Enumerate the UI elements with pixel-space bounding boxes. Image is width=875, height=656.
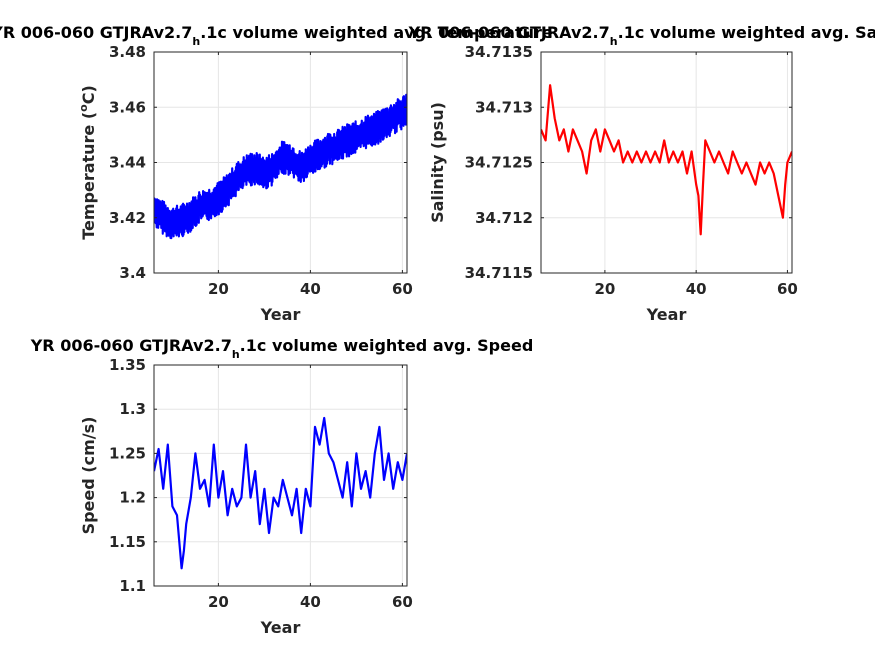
y-tick-label: 1.25 — [109, 444, 146, 462]
y-tick-label: 1.3 — [119, 400, 146, 418]
x-tick-label: 20 — [208, 593, 229, 611]
subplot-3: 20 40 60 1.1 1.15 1.2 1.25 1.3 1.35 Year Speed (cm… — [30, 336, 534, 637]
y-tick-label: 1.2 — [119, 489, 146, 507]
y-axis-label: Salinity (psu) — [428, 102, 447, 223]
y-axis-label: Temperature (oC) — [77, 85, 98, 240]
x-tick-label: 60 — [777, 280, 798, 298]
y-tick-label: 1.1 — [119, 577, 146, 595]
y-axis-label: Speed (cm/s) — [79, 417, 98, 535]
x-axis-label: Year — [646, 305, 687, 324]
chart-title: YR 006-060 GTJRAv2.7h.1c volume weighted… — [408, 23, 875, 48]
x-tick-label: 40 — [300, 280, 321, 298]
chart-title: YR 006-060 GTJRAv2.7h.1c volume weighted… — [0, 23, 553, 48]
x-tick-label: 20 — [594, 280, 615, 298]
series-line — [154, 416, 407, 570]
y-tick-label: 3.46 — [109, 98, 146, 116]
x-tick-label: 20 — [208, 280, 229, 298]
subplot-1: 20 40 60 3.4 3.42 3.44 3.46 3.48 Year Temperature… — [0, 23, 553, 324]
y-tick-label: 3.4 — [119, 264, 146, 282]
axes-box — [153, 364, 408, 587]
y-tick-label: 3.44 — [109, 154, 146, 172]
x-tick-label: 60 — [392, 593, 413, 611]
y-tick-label: 34.713 — [475, 98, 533, 116]
x-tick-label: 40 — [686, 280, 707, 298]
y-tick-label: 34.712 — [475, 209, 533, 227]
subplot-2: 20 40 6034.711534.71234.712534.71334.7135Y… — [408, 23, 875, 324]
x-axis-label: Year — [260, 618, 301, 637]
y-tick-label: 1.15 — [109, 533, 146, 551]
x-tick-label: 40 — [300, 593, 321, 611]
chart-title: YR 006-060 GTJRAv2.7h.1c volume weighted… — [30, 336, 534, 361]
series-line — [154, 93, 407, 240]
y-tick-label: 34.7115 — [465, 264, 533, 282]
x-tick-label: 60 — [392, 280, 413, 298]
y-tick-label: 34.7135 — [465, 43, 533, 61]
series-line — [541, 84, 792, 236]
y-tick-label: 34.7125 — [465, 154, 533, 172]
y-tick-label: 1.35 — [109, 356, 146, 374]
x-axis-label: Year — [260, 305, 301, 324]
y-tick-label: 3.42 — [109, 209, 146, 227]
y-tick-label: 3.48 — [109, 43, 146, 61]
